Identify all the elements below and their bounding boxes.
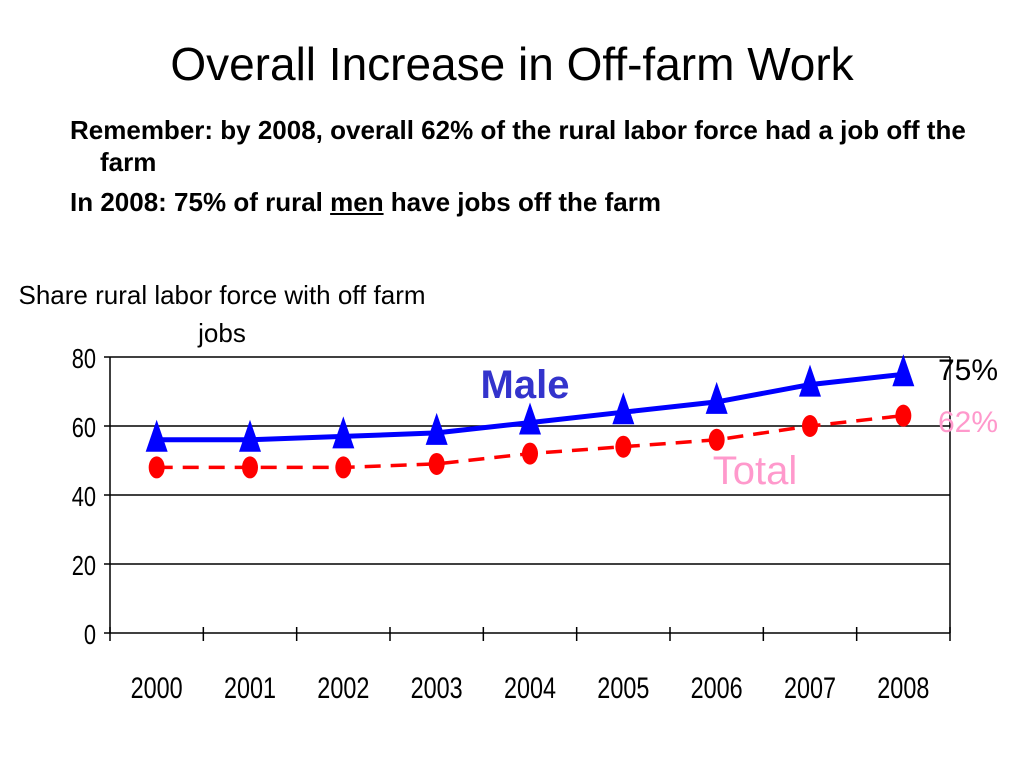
y-tick-label: 80 — [72, 343, 96, 374]
data-point-total — [335, 456, 352, 479]
data-point-male — [239, 419, 261, 452]
y-tick-label: 60 — [72, 412, 96, 443]
x-tick-label: 2000 — [131, 671, 183, 704]
x-tick-label: 2002 — [317, 671, 369, 704]
data-point-male — [705, 381, 728, 414]
bullet-item: Remember: by 2008, overall 62% of the ru… — [70, 114, 970, 178]
series-label-total: Total — [713, 449, 798, 493]
x-tick-label: 2008 — [877, 671, 929, 704]
bullet-list: Remember: by 2008, overall 62% of the ru… — [70, 114, 970, 226]
data-point-total — [895, 404, 912, 427]
data-point-male — [145, 419, 168, 452]
x-tick-label: 2003 — [411, 671, 463, 704]
end-label-male: 75% — [938, 354, 998, 387]
x-tick-label: 2004 — [504, 671, 556, 704]
data-point-male — [332, 416, 355, 449]
bullet-text: Remember: by 2008, overall 62% of the ru… — [70, 115, 966, 177]
x-tick-label: 2005 — [597, 671, 649, 704]
y-axis-title: Share rural labor force with off farm jo… — [18, 280, 426, 348]
x-tick-label: 2001 — [224, 671, 276, 704]
data-point-male — [612, 392, 635, 425]
data-point-total — [615, 435, 632, 458]
bullet-text-suffix: have jobs off the farm — [383, 187, 661, 217]
data-point-total — [708, 428, 725, 451]
y-tick-label: 40 — [72, 481, 96, 512]
bullet-item: In 2008: 75% of rural men have jobs off … — [70, 186, 970, 218]
x-tick-label: 2007 — [784, 671, 836, 704]
data-point-total — [148, 456, 165, 479]
data-point-male — [519, 402, 541, 435]
y-tick-label: 0 — [84, 619, 96, 650]
bullet-text-prefix: In 2008: 75% of rural — [70, 187, 331, 217]
y-tick-label: 20 — [72, 550, 96, 581]
data-point-total — [428, 452, 445, 475]
data-point-male — [892, 354, 915, 387]
series-label-male: Male — [481, 363, 570, 407]
slide-title: Overall Increase in Off-farm Work — [170, 38, 854, 90]
bullet-text-emphasis: men — [330, 187, 384, 217]
end-label-total: 62% — [938, 406, 998, 439]
data-point-total — [522, 442, 538, 465]
x-tick-label: 2006 — [691, 671, 743, 704]
data-point-male — [425, 412, 448, 445]
data-point-total — [242, 456, 258, 479]
data-point-male — [799, 364, 821, 397]
data-point-total — [802, 415, 818, 437]
